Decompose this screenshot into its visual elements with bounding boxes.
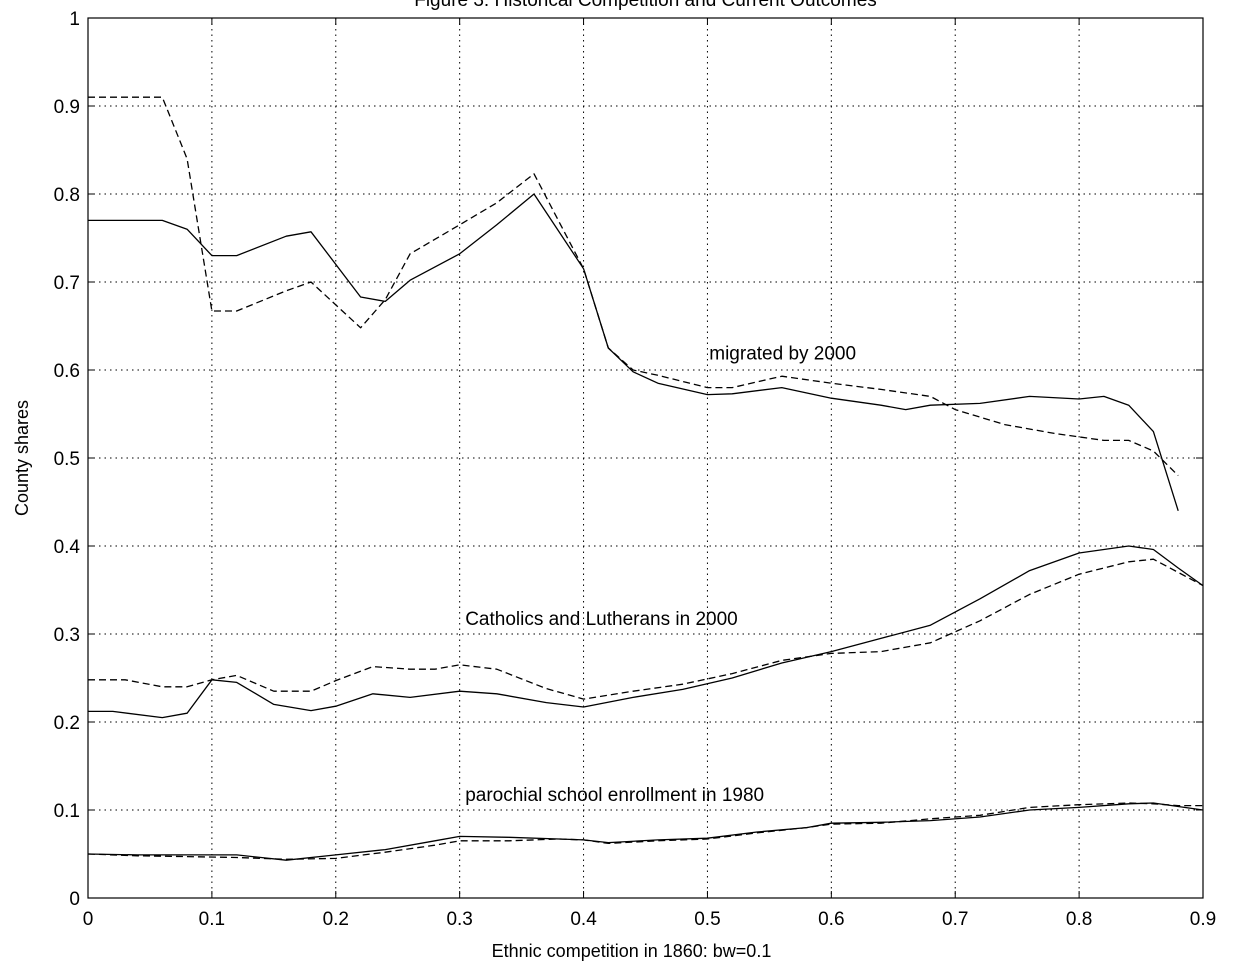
- chart-title: Figure 3: Historical Competition and Cur…: [414, 0, 877, 11]
- x-tick-label: 0.9: [1190, 909, 1216, 930]
- y-tick-label: 0: [69, 889, 80, 910]
- y-tick-label: 0.3: [54, 625, 80, 646]
- y-tick-label: 0.4: [54, 537, 81, 558]
- y-tick-label: 0.5: [54, 449, 80, 470]
- series-line-2-dashed: [88, 96, 1179, 477]
- series-line-5-solid: [87, 802, 1204, 861]
- annotation-label: parochial school enrollment in 1980: [465, 785, 764, 806]
- y-tick-label: 0.8: [54, 185, 80, 206]
- x-tick-label: 0.8: [1066, 909, 1092, 930]
- x-tick-label: 0.6: [818, 909, 844, 930]
- series-line-6-dashed: [87, 802, 1203, 860]
- y-tick-label: 0.2: [54, 713, 80, 734]
- y-tick-label: 0.9: [54, 97, 80, 118]
- axes-layer: [87, 17, 1204, 899]
- annotation-label: migrated by 2000: [709, 343, 856, 364]
- x-axis-title: Ethnic competition in 1860: bw=0.1: [492, 941, 772, 961]
- series-line-4-dashed: [88, 558, 1204, 700]
- series-line-1-solid: [88, 193, 1179, 511]
- series-layer: [87, 96, 1204, 861]
- x-tick-label: 0.1: [199, 909, 225, 930]
- x-tick-label: 0.3: [446, 909, 472, 930]
- series-line-3-solid: [88, 545, 1204, 719]
- x-tick-label: 0.2: [323, 909, 349, 930]
- y-tick-label: 0.6: [54, 361, 80, 382]
- x-tick-label: 0.7: [942, 909, 968, 930]
- grid-layer: [88, 18, 1203, 898]
- y-axis-title: County shares: [12, 400, 32, 516]
- y-tick-label: 0.7: [54, 273, 80, 294]
- x-tick-label: 0.5: [694, 909, 720, 930]
- y-tick-label: 0.1: [54, 801, 80, 822]
- x-tick-label: 0: [83, 909, 94, 930]
- plot-frame: [87, 17, 1204, 899]
- y-tick-label: 1: [69, 9, 80, 30]
- x-tick-label: 0.4: [570, 909, 597, 930]
- labels-layer: 0 0.1 0.2 0.3 0.4 0.5 0.6 0.7 0.8 0.9 0 0.1 0.2 0.3 0.…: [12, 0, 1216, 961]
- annotation-label: Catholics and Lutherans in 2000: [465, 609, 738, 630]
